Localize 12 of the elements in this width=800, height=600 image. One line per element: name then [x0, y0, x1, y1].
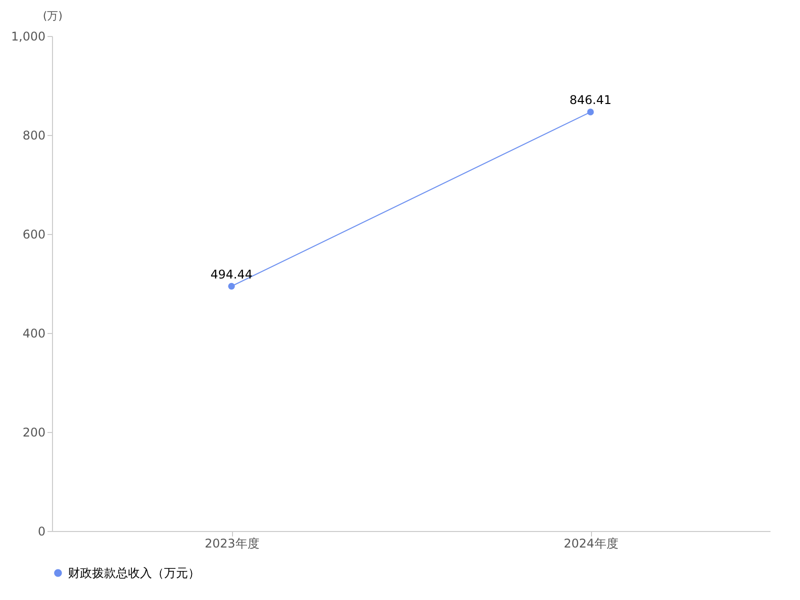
data-label: 494.44 — [210, 267, 252, 282]
legend-label: 财政拨款总收入（万元） — [68, 566, 200, 580]
y-tick-label: 400 — [22, 326, 46, 340]
data-label: 846.41 — [570, 93, 612, 108]
y-tick-label: 600 — [22, 228, 46, 242]
y-axis-title: (万) — [42, 10, 62, 22]
x-tick-label: 2023年度 — [204, 536, 260, 550]
y-tick-label: 1,000 — [11, 30, 46, 44]
y-tick-label: 800 — [22, 128, 46, 142]
x-tick-label: 2024年度 — [564, 536, 618, 550]
y-tick-label: 0 — [38, 524, 46, 538]
y-tick-label: 200 — [22, 426, 46, 440]
